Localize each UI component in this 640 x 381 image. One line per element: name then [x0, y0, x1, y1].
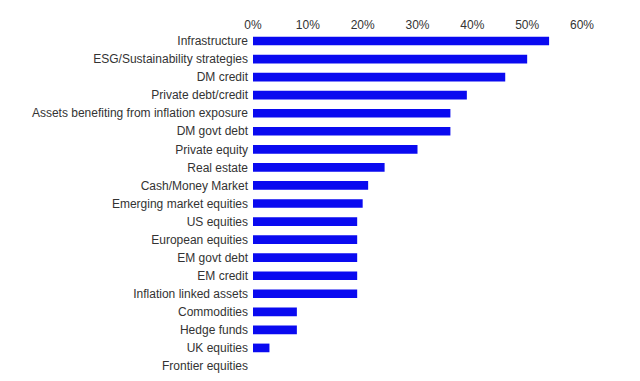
svg-text:Frontier equities: Frontier equities	[162, 359, 248, 373]
svg-text:ESG/Sustainability strategies: ESG/Sustainability strategies	[93, 52, 248, 66]
svg-text:EM credit: EM credit	[197, 269, 248, 283]
svg-text:Cash/Money Market: Cash/Money Market	[141, 179, 249, 193]
svg-text:Emerging market equities: Emerging market equities	[112, 197, 248, 211]
svg-text:30%: 30%	[405, 18, 429, 32]
svg-text:Private equity: Private equity	[175, 143, 248, 157]
svg-text:Hedge funds: Hedge funds	[180, 323, 248, 337]
svg-text:40%: 40%	[460, 18, 484, 32]
svg-text:UK equities: UK equities	[187, 341, 248, 355]
svg-text:Inflation linked assets: Inflation linked assets	[133, 287, 248, 301]
svg-text:Infrastructure: Infrastructure	[177, 34, 248, 48]
svg-text:Assets benefiting from inflati: Assets benefiting from inflation exposur…	[32, 106, 248, 120]
svg-text:EM govt debt: EM govt debt	[177, 251, 248, 265]
svg-text:DM credit: DM credit	[197, 70, 249, 84]
svg-text:0%: 0%	[244, 18, 262, 32]
svg-text:European equities: European equities	[151, 233, 248, 247]
svg-text:20%: 20%	[351, 18, 375, 32]
svg-text:50%: 50%	[515, 18, 539, 32]
svg-text:60%: 60%	[570, 18, 594, 32]
svg-text:DM govt debt: DM govt debt	[177, 124, 249, 138]
svg-text:Real estate: Real estate	[187, 161, 248, 175]
svg-text:US equities: US equities	[187, 215, 248, 229]
svg-text:10%: 10%	[296, 18, 320, 32]
svg-text:Commodities: Commodities	[178, 305, 248, 319]
svg-text:Private debt/credit: Private debt/credit	[151, 88, 248, 102]
